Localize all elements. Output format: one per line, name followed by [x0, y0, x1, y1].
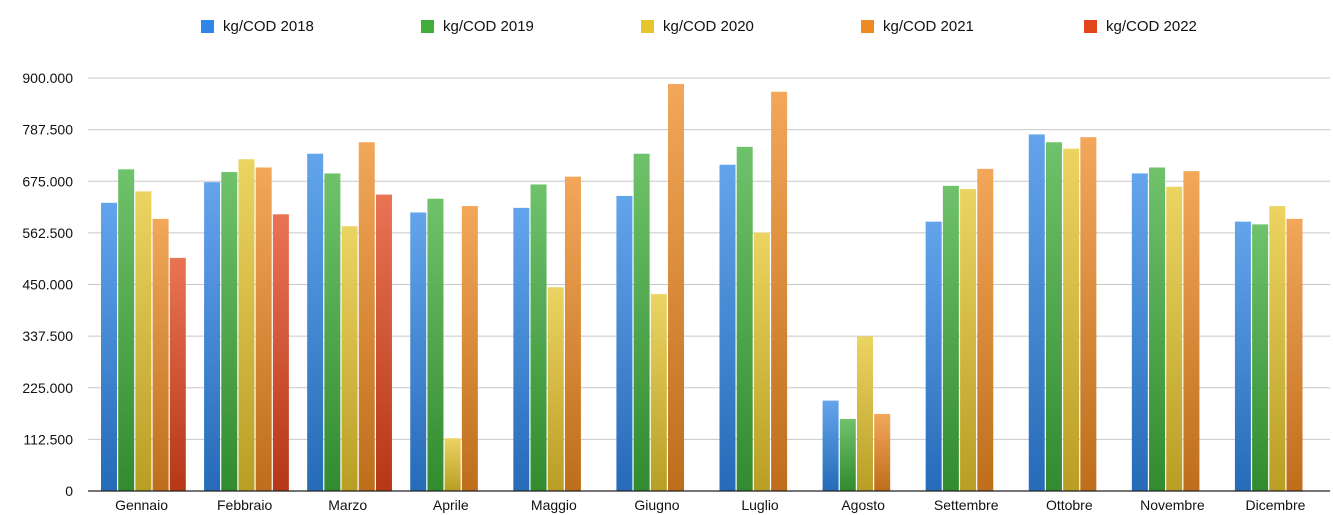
bar-marzo-0 [307, 153, 324, 491]
bars [101, 83, 1303, 492]
bar-giugno-3 [668, 83, 685, 492]
bar-settembre-3 [977, 168, 994, 492]
y-tick-label: 112.500 [23, 431, 73, 447]
bar-settembre-1 [942, 185, 959, 492]
gridlines [88, 77, 1330, 440]
x-tick-label: Settembre [934, 497, 999, 513]
bar-giugno-0 [616, 195, 633, 491]
legend-swatch-2020 [641, 19, 654, 33]
bar-giugno-1 [633, 153, 650, 491]
bar-novembre-0 [1131, 173, 1148, 491]
x-tick-label: Ottobre [1046, 497, 1093, 513]
legend: kg/COD 2018 kg/COD 2019 kg/COD 2020 kg/C… [0, 14, 1333, 38]
bar-dicembre-1 [1252, 224, 1269, 491]
bar-settembre-0 [925, 221, 942, 492]
legend-label-2021: kg/COD 2021 [883, 17, 974, 35]
bar-dicembre-2 [1269, 206, 1286, 491]
x-tick-label: Maggio [531, 497, 577, 513]
x-tick-label: Novembre [1140, 497, 1205, 513]
y-tick-label: 337.500 [22, 328, 73, 344]
bar-marzo-2 [341, 226, 358, 491]
legend-swatch-2019 [421, 19, 434, 33]
legend-swatch-2018 [201, 19, 214, 33]
bar-luglio-0 [719, 164, 736, 492]
x-axis-ticks: Gennaio Febbraio Marzo Aprile Maggio Giugno Lu… [115, 497, 1306, 513]
legend-label-2019: kg/COD 2019 [443, 17, 534, 35]
bar-novembre-3 [1183, 171, 1200, 491]
bar-febbraio-0 [204, 182, 221, 491]
x-tick-label: Giugno [634, 497, 679, 513]
bar-aprile-3 [461, 206, 478, 491]
legend-item-2022: kg/COD 2022 [1084, 14, 1197, 38]
bar-marzo-4 [375, 194, 392, 491]
bar-gennaio-1 [118, 169, 135, 491]
bar-aprile-1 [427, 198, 444, 491]
x-tick-label: Marzo [328, 497, 367, 513]
x-tick-label: Luglio [741, 497, 779, 513]
y-tick-label: 562.500 [22, 225, 73, 241]
y-tick-label: 900.000 [22, 70, 73, 86]
bar-febbraio-1 [221, 172, 238, 492]
bar-gennaio-3 [152, 218, 169, 491]
bar-novembre-1 [1149, 167, 1166, 491]
legend-item-2018: kg/COD 2018 [201, 14, 314, 38]
legend-swatch-2021 [861, 19, 874, 33]
x-tick-label: Aprile [433, 497, 469, 513]
x-tick-label: Agosto [841, 497, 885, 513]
bar-luglio-2 [753, 232, 770, 491]
x-tick-label: Febbraio [217, 497, 272, 513]
bar-maggio-1 [530, 184, 547, 491]
bar-gennaio-2 [135, 191, 152, 491]
legend-item-2021: kg/COD 2021 [861, 14, 974, 38]
bar-agosto-2 [856, 336, 873, 491]
y-tick-label: 675.000 [22, 173, 73, 189]
bar-dicembre-0 [1234, 221, 1251, 492]
x-tick-label: Gennaio [115, 497, 168, 513]
bar-ottobre-1 [1045, 142, 1062, 491]
bar-dicembre-3 [1286, 218, 1303, 491]
legend-label-2022: kg/COD 2022 [1106, 17, 1197, 35]
x-tick-label: Dicembre [1246, 497, 1306, 513]
bar-aprile-2 [444, 438, 461, 491]
bar-ottobre-2 [1063, 148, 1080, 491]
bar-luglio-3 [771, 91, 788, 492]
legend-item-2020: kg/COD 2020 [641, 14, 754, 38]
legend-label-2020: kg/COD 2020 [663, 17, 754, 35]
bar-agosto-3 [874, 413, 891, 491]
bar-febbraio-4 [272, 214, 289, 492]
y-tick-label: 225.000 [22, 380, 73, 396]
bar-settembre-2 [960, 189, 977, 491]
bar-gennaio-0 [101, 202, 117, 491]
bar-febbraio-2 [238, 159, 255, 491]
bar-maggio-3 [564, 176, 581, 491]
bar-aprile-0 [410, 212, 427, 491]
bar-febbraio-3 [255, 167, 272, 491]
y-tick-label: 0 [65, 483, 73, 499]
bar-gennaio-4 [169, 257, 186, 491]
bar-ottobre-3 [1080, 137, 1097, 492]
bar-maggio-0 [513, 207, 530, 492]
legend-item-2019: kg/COD 2019 [421, 14, 534, 38]
bar-agosto-1 [839, 418, 856, 491]
bar-ottobre-0 [1028, 134, 1045, 491]
bar-luglio-1 [736, 146, 753, 492]
y-axis-ticks: 0 112.500 225.000 337.500 450.000 562.500 675.… [22, 70, 73, 499]
bar-giugno-2 [650, 294, 667, 491]
legend-swatch-2022 [1084, 19, 1097, 33]
bar-agosto-0 [822, 400, 839, 491]
bar-maggio-2 [547, 287, 564, 491]
y-tick-label: 450.000 [22, 277, 73, 293]
y-tick-label: 787.500 [22, 122, 73, 138]
bar-marzo-1 [324, 173, 341, 491]
bar-marzo-3 [358, 142, 375, 491]
bar-novembre-2 [1166, 186, 1183, 492]
legend-label-2018: kg/COD 2018 [223, 17, 314, 35]
